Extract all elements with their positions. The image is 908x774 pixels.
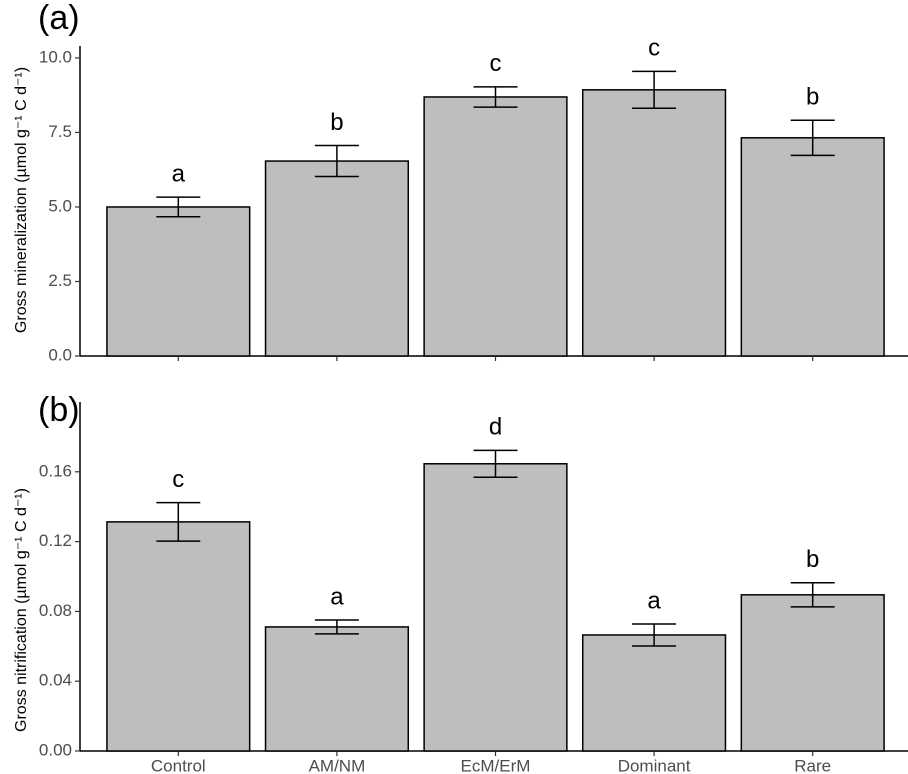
error-bar bbox=[314, 619, 359, 635]
bar bbox=[106, 521, 251, 752]
x-tick-label: Rare bbox=[794, 756, 831, 774]
y-tick-label: 0.16 bbox=[39, 461, 72, 480]
bar bbox=[106, 206, 251, 357]
bar bbox=[264, 626, 410, 752]
significance-letter: c bbox=[172, 466, 184, 493]
y-tick-label: 0.0 bbox=[48, 345, 72, 364]
bar bbox=[581, 89, 727, 357]
y-tick-label: 10.0 bbox=[39, 47, 72, 66]
y-tick-label: 0.00 bbox=[39, 740, 72, 759]
significance-letter: a bbox=[330, 583, 344, 610]
significance-letter: c bbox=[648, 35, 660, 62]
error-bar bbox=[790, 582, 835, 608]
error-bar bbox=[156, 501, 201, 542]
error-bar bbox=[473, 86, 518, 108]
x-tick-label: AM/NM bbox=[309, 756, 366, 774]
y-tick-label: 2.5 bbox=[48, 271, 72, 290]
error-bar bbox=[632, 70, 677, 110]
bar bbox=[423, 96, 568, 357]
significance-letter: b bbox=[806, 546, 819, 573]
error-bar bbox=[632, 623, 677, 647]
x-tick-label: Dominant bbox=[618, 756, 691, 774]
y-axis-title: Gross mineralization (µmol g⁻¹ C d⁻¹) bbox=[13, 67, 30, 333]
panel-label: (b) bbox=[38, 391, 80, 429]
error-bar bbox=[156, 196, 201, 218]
bar bbox=[423, 463, 568, 752]
significance-letter: b bbox=[330, 109, 343, 136]
y-tick-label: 5.0 bbox=[48, 196, 72, 215]
x-tick-label: EcM/ErM bbox=[461, 756, 531, 774]
significance-letter: c bbox=[490, 50, 502, 77]
y-tick-label: 7.5 bbox=[48, 122, 72, 141]
error-bar bbox=[473, 449, 518, 478]
y-tick-label: 0.12 bbox=[39, 531, 72, 550]
bar bbox=[740, 137, 885, 357]
x-tick-label: Control bbox=[151, 756, 206, 774]
y-tick-label: 0.04 bbox=[39, 671, 72, 690]
significance-letter: a bbox=[172, 160, 186, 187]
significance-letter: d bbox=[489, 414, 502, 441]
bar bbox=[264, 160, 410, 357]
bar bbox=[740, 594, 885, 752]
y-tick-label: 0.08 bbox=[39, 601, 72, 620]
error-bar bbox=[790, 119, 835, 157]
panel-label: (a) bbox=[38, 0, 80, 37]
significance-letter: a bbox=[647, 587, 661, 614]
bar bbox=[581, 634, 727, 752]
y-axis-title: Gross nitrification (µmol g⁻¹ C d⁻¹) bbox=[13, 488, 30, 732]
error-bar bbox=[314, 144, 359, 178]
significance-letter: b bbox=[806, 84, 819, 111]
